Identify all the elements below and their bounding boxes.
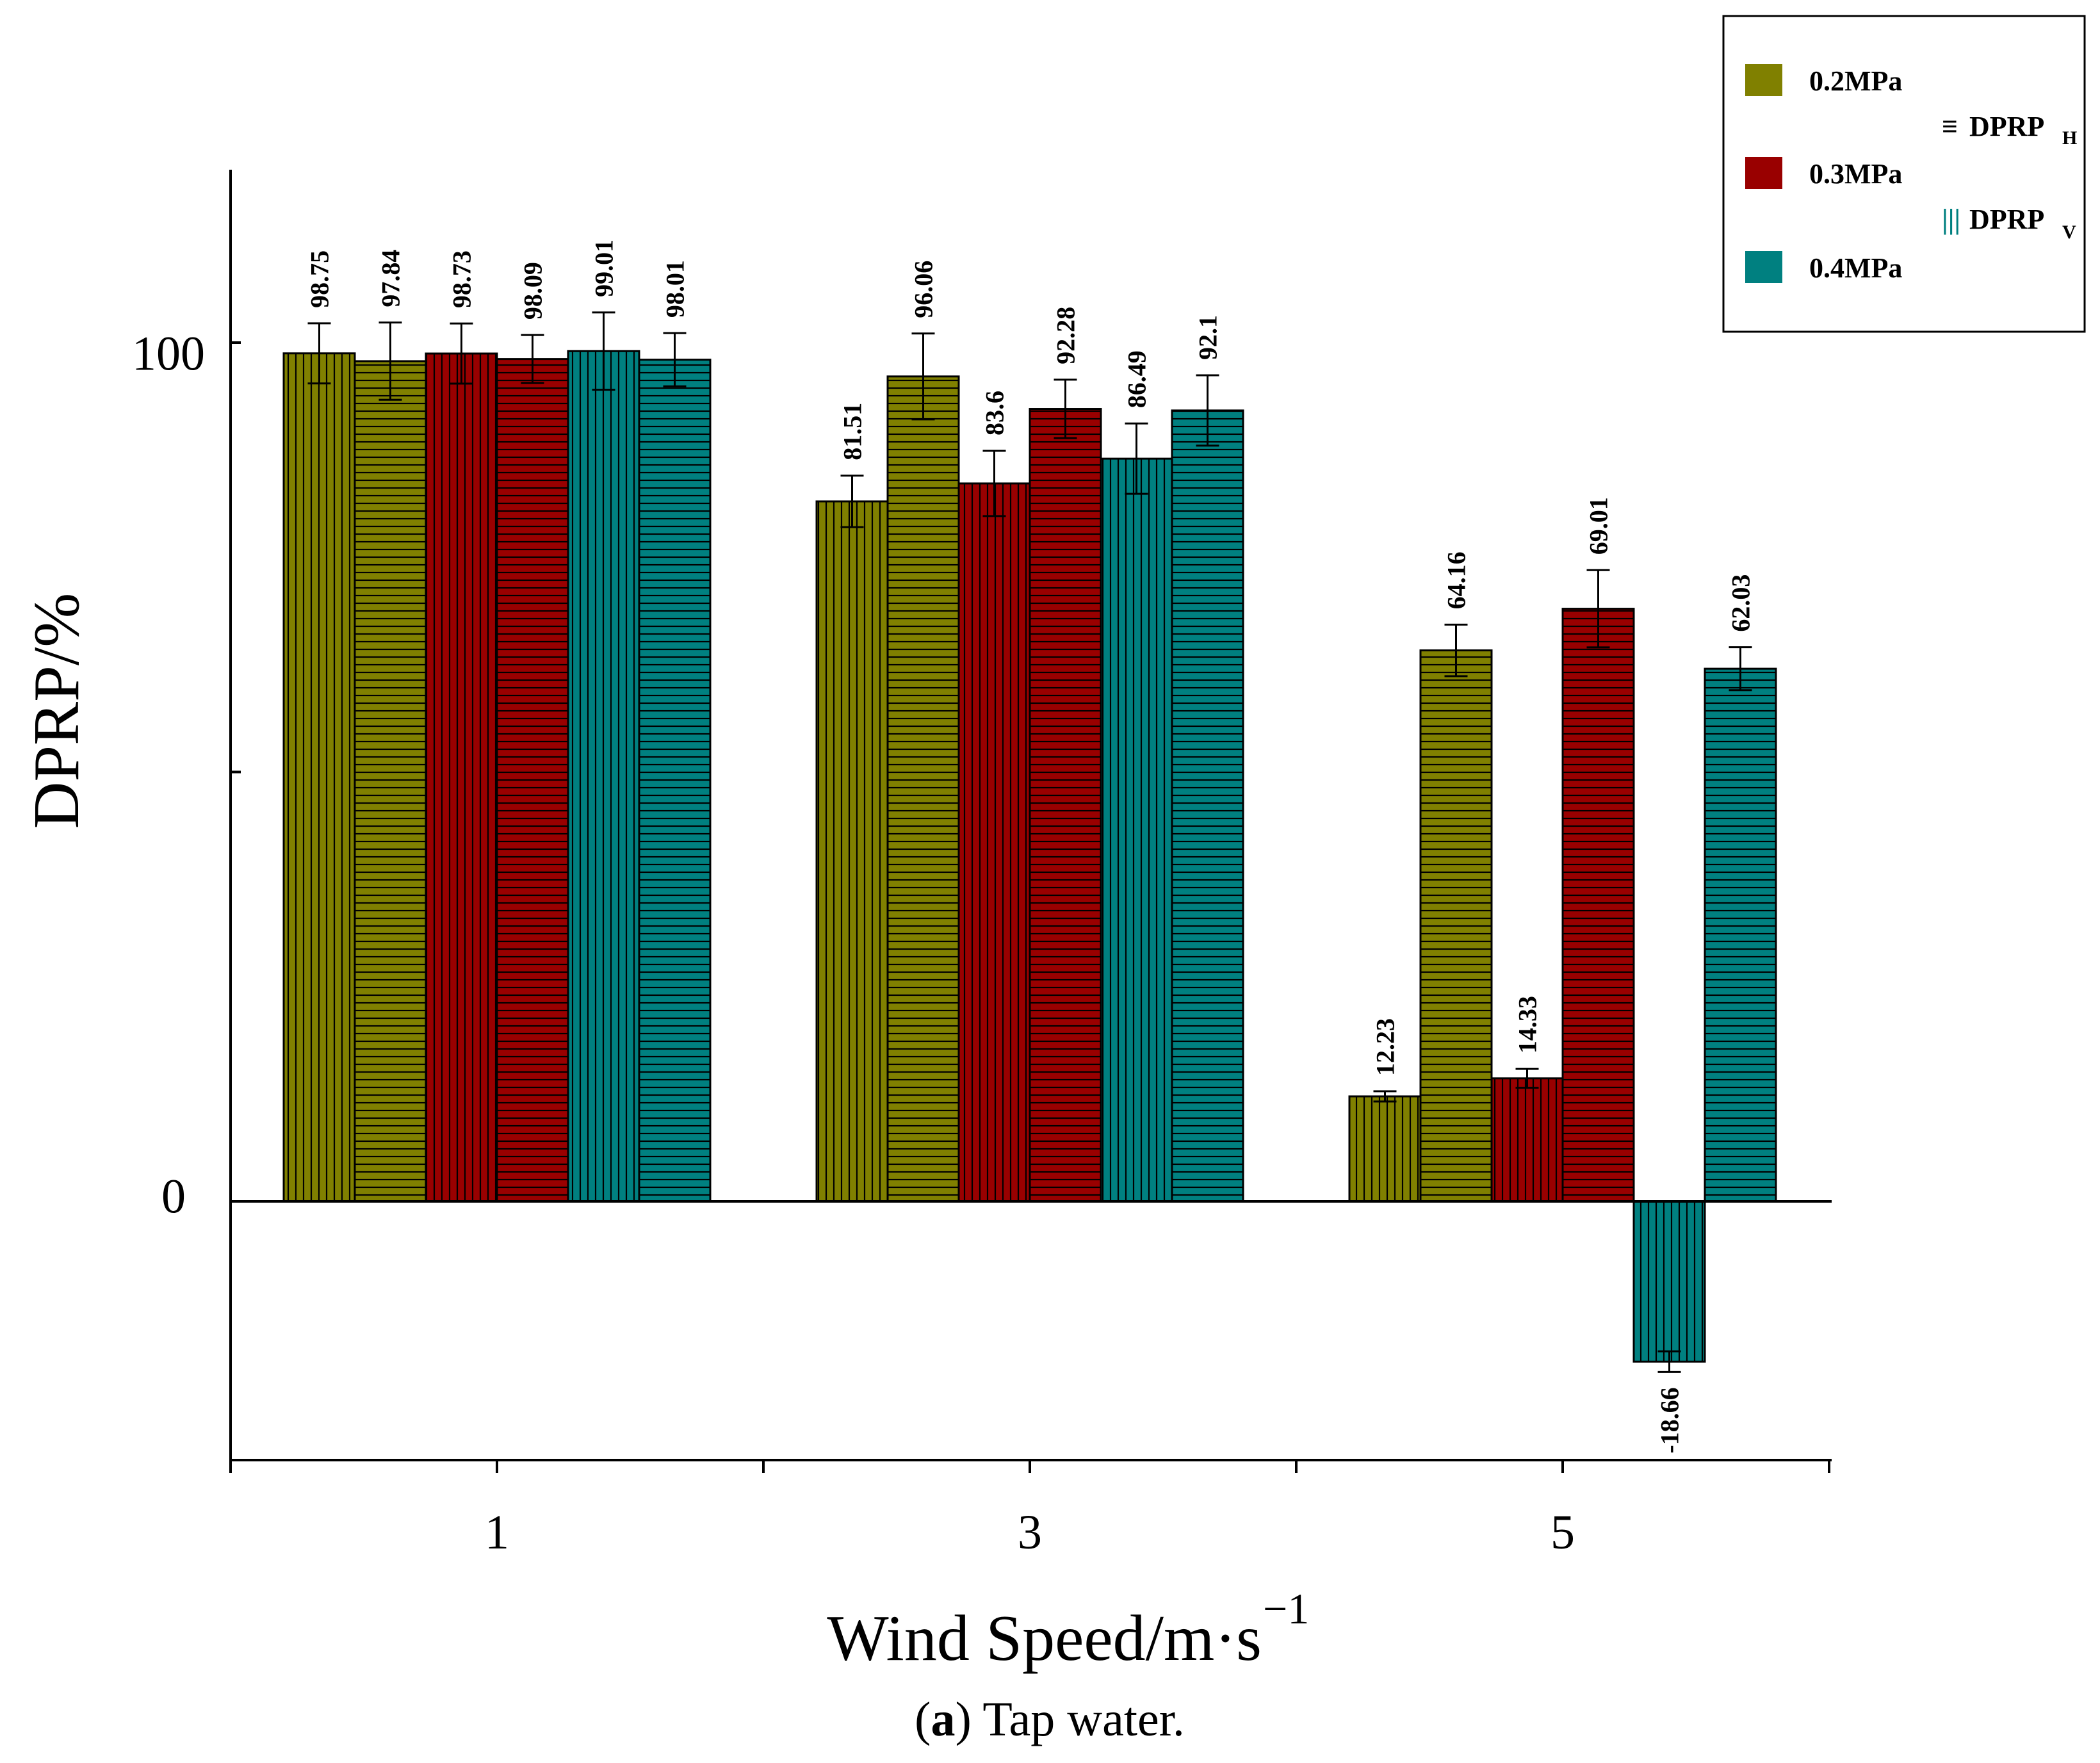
data-label-1-1: 97.84 <box>377 250 405 307</box>
caption-text: Tap water. <box>972 1693 1185 1746</box>
error-bar-1-2 <box>450 322 473 385</box>
error-bar-3-5 <box>1196 374 1219 447</box>
data-label-1-5: 98.01 <box>661 260 690 318</box>
error-bar-5-4 <box>1657 1350 1681 1373</box>
x-tick-label-1: 1 <box>485 1506 509 1559</box>
error-bar-5-1 <box>1444 623 1468 678</box>
x-axis-title: Wind Speed/m·s <box>827 1602 1262 1675</box>
legend-pattern-h-symbol: ≡ <box>1942 111 1958 142</box>
legend-swatch-0.4MPa <box>1745 251 1782 283</box>
bar-1-0.4MPa-V-hatch <box>567 350 640 1203</box>
bar-5-0.4MPa-V-hatch <box>1632 1200 1706 1363</box>
bar-5-0.3MPa-H-hatch <box>1561 608 1635 1203</box>
error-bar-3-1 <box>911 332 935 421</box>
bar-3-0.2MPa-V-hatch <box>815 500 889 1203</box>
data-label-5-1: 64.16 <box>1442 551 1471 609</box>
legend: 0.2MPa 0.3MPa 0.4MPa ≡ DPRP H ||| DPRP V <box>1722 15 2086 333</box>
bar-5-0.2MPa-H-hatch <box>1419 649 1493 1203</box>
error-bar-3-3 <box>1054 378 1077 439</box>
y-axis-title: DPRP/% <box>20 593 93 829</box>
bar-5-0.2MPa-V-hatch <box>1348 1095 1422 1203</box>
data-label-5-5: 62.03 <box>1727 574 1755 632</box>
error-bar-1-4 <box>592 311 615 391</box>
data-label-3-5: 92.1 <box>1194 315 1223 360</box>
bars-group <box>282 350 1777 1363</box>
legend-pattern-h-label: DPRP <box>1969 111 2044 142</box>
error-bar-5-3 <box>1586 569 1610 649</box>
error-bar-3-0 <box>840 475 864 528</box>
legend-frame <box>1722 15 2086 333</box>
data-label-5-2: 14.33 <box>1513 996 1542 1053</box>
data-label-1-4: 99.01 <box>590 240 619 297</box>
data-label-1-2: 98.73 <box>448 250 476 308</box>
bar-5-0.3MPa-V-hatch <box>1490 1077 1564 1203</box>
legend-pattern-v-sub: V <box>2062 222 2076 243</box>
axis-ticks-group <box>229 341 1830 1473</box>
data-label-3-0: 81.51 <box>838 403 867 460</box>
bar-3-0.3MPa-V-hatch <box>957 482 1031 1203</box>
data-label-1-0: 98.75 <box>305 250 334 308</box>
legend-label-0.2MPa: 0.2MPa <box>1809 65 1902 97</box>
x-axis-title-exponent: −1 <box>1263 1584 1309 1633</box>
data-label-1-3: 98.09 <box>519 262 548 320</box>
error-bar-5-0 <box>1373 1090 1397 1103</box>
error-bars-group <box>307 311 1752 1373</box>
legend-pattern-v-label: DPRP <box>1969 204 2044 235</box>
error-bar-1-5 <box>663 332 687 387</box>
data-label-3-4: 86.49 <box>1123 350 1152 408</box>
legend-swatch-0.2MPa <box>1745 64 1782 96</box>
x-tick-label-3: 3 <box>1018 1506 1042 1559</box>
x-tick-label-5: 5 <box>1551 1506 1575 1559</box>
legend-label-0.3MPa: 0.3MPa <box>1809 158 1902 190</box>
legend-label-0.4MPa: 0.4MPa <box>1809 252 1902 284</box>
bar-1-0.4MPa-H-hatch <box>638 359 712 1203</box>
data-label-5-4: -18.66 <box>1656 1387 1684 1453</box>
error-bar-1-0 <box>307 322 331 385</box>
bar-3-0.4MPa-H-hatch <box>1171 409 1244 1203</box>
error-bar-5-2 <box>1515 1068 1539 1089</box>
legend-pattern-h-sub: H <box>2062 127 2077 149</box>
figure-caption: (a) Tap water. <box>915 1693 1185 1746</box>
legend-swatch-0.3MPa <box>1745 157 1782 189</box>
data-label-3-2: 83.6 <box>981 391 1009 435</box>
bar-3-0.4MPa-V-hatch <box>1100 457 1173 1203</box>
data-label-5-3: 69.01 <box>1584 497 1613 555</box>
bar-3-0.2MPa-H-hatch <box>886 375 960 1203</box>
error-bar-3-4 <box>1125 422 1148 495</box>
bar-5-0.4MPa-H-hatch <box>1704 667 1777 1203</box>
bar-1-0.3MPa-V-hatch <box>425 352 498 1203</box>
bar-3-0.3MPa-H-hatch <box>1029 408 1102 1203</box>
bar-1-0.2MPa-V-hatch <box>282 352 356 1203</box>
error-bar-3-2 <box>982 450 1006 517</box>
caption-letter: a <box>931 1693 955 1746</box>
y-tick-label-0: 0 <box>161 1169 186 1223</box>
bar-1-0.2MPa-H-hatch <box>354 360 427 1203</box>
error-bar-1-1 <box>378 321 402 401</box>
error-bar-1-3 <box>521 334 544 384</box>
data-labels-group: 98.75 97.84 98.73 98.09 99.01 98.01 81.51 96.06… <box>305 240 1755 1454</box>
data-label-5-0: 12.23 <box>1371 1018 1400 1076</box>
y-tick-label-100: 100 <box>132 327 205 380</box>
legend-pattern-v-symbol: ||| <box>1942 204 1960 235</box>
data-label-3-3: 92.28 <box>1052 307 1080 364</box>
data-label-3-1: 96.06 <box>909 261 938 318</box>
bar-1-0.3MPa-H-hatch <box>496 358 569 1203</box>
error-bar-5-5 <box>1729 646 1752 692</box>
